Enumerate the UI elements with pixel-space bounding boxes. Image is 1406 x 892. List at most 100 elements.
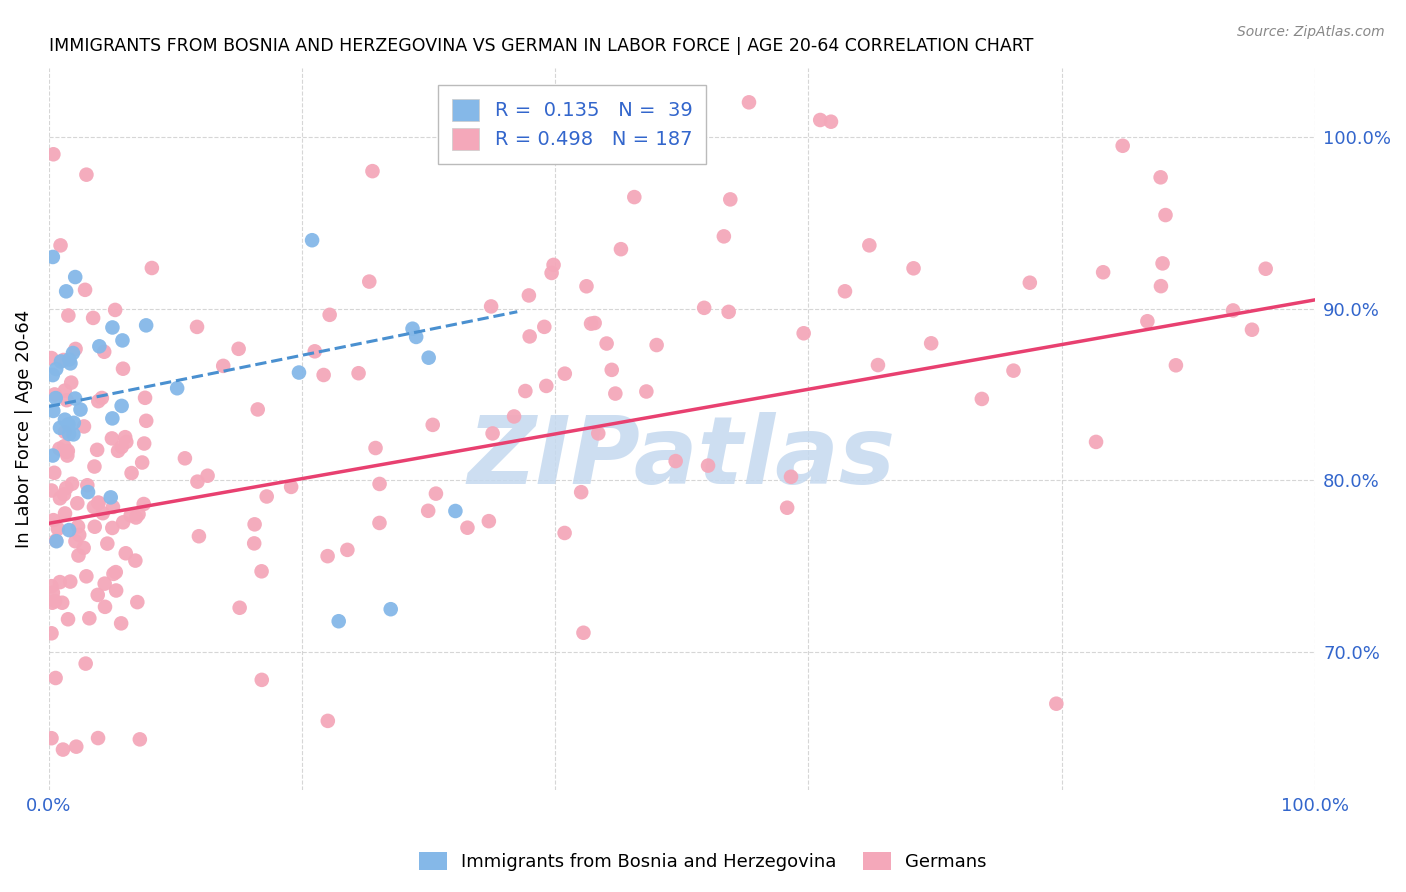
Point [575, 279, 598, 293]
Point [481, 426, 503, 441]
Point [62, 346, 84, 360]
Point [228, 342, 250, 356]
Point [59, 356, 82, 370]
Y-axis label: In Labor Force | Age 20-64: In Labor Force | Age 20-64 [15, 310, 32, 548]
Point [533, 319, 555, 334]
Point [69, 402, 91, 417]
Point [1152, 256, 1174, 270]
Point [41, 596, 63, 610]
Point [135, 318, 157, 333]
Point [503, 409, 526, 424]
Point [100, 491, 122, 505]
Point [1154, 208, 1177, 222]
Point [63, 392, 86, 406]
Legend: R =  0.135   N =  39, R = 0.498   N = 187: R = 0.135 N = 39, R = 0.498 N = 187 [439, 85, 706, 164]
Point [405, 330, 427, 344]
Point [128, 732, 150, 747]
Point [76, 478, 98, 492]
Point [101, 500, 124, 514]
Point [42, 404, 65, 418]
Point [186, 475, 208, 489]
Point [62, 427, 84, 442]
Point [536, 379, 558, 393]
Point [65, 739, 87, 754]
Point [166, 381, 188, 395]
Point [112, 516, 135, 530]
Point [572, 625, 595, 640]
Point [517, 288, 540, 302]
Point [94, 599, 117, 614]
Point [87, 731, 110, 745]
Point [135, 414, 157, 428]
Point [834, 285, 856, 299]
Point [73, 541, 96, 555]
Point [41, 626, 63, 640]
Point [79, 611, 101, 625]
Point [42, 368, 65, 383]
Point [67, 528, 90, 542]
Point [1045, 697, 1067, 711]
Point [328, 614, 350, 628]
Point [866, 358, 889, 372]
Point [60, 376, 83, 390]
Point [623, 190, 645, 204]
Point [125, 510, 148, 524]
Point [1136, 314, 1159, 328]
Point [96, 536, 118, 550]
Point [114, 546, 136, 560]
Point [59, 574, 82, 589]
Point [65, 534, 87, 549]
Point [55, 481, 77, 495]
Point [1222, 303, 1244, 318]
Point [45, 534, 67, 549]
Point [41, 731, 63, 746]
Point [336, 542, 359, 557]
Point [115, 434, 138, 449]
Point [347, 366, 370, 380]
Point [519, 329, 541, 343]
Point [645, 338, 668, 352]
Point [588, 426, 610, 441]
Point [44, 466, 66, 480]
Point [83, 500, 105, 514]
Point [1002, 364, 1025, 378]
Point [89, 339, 111, 353]
Point [543, 258, 565, 272]
Point [280, 480, 302, 494]
Point [1149, 170, 1171, 185]
Point [87, 394, 110, 409]
Point [131, 456, 153, 470]
Point [668, 150, 690, 164]
Point [610, 242, 633, 256]
Point [583, 316, 606, 330]
Point [105, 583, 128, 598]
Point [141, 260, 163, 275]
Point [53, 439, 76, 453]
Point [1164, 359, 1187, 373]
Point [42, 449, 65, 463]
Point [111, 440, 134, 454]
Point [51, 596, 73, 610]
Point [605, 386, 627, 401]
Point [1150, 279, 1173, 293]
Point [110, 616, 132, 631]
Point [87, 496, 110, 510]
Point [718, 193, 741, 207]
Point [776, 500, 799, 515]
Point [58, 309, 80, 323]
Point [174, 451, 197, 466]
Point [697, 458, 720, 473]
Point [53, 412, 76, 426]
Point [1085, 434, 1108, 449]
Point [53, 507, 76, 521]
Point [66, 496, 89, 510]
Point [73, 283, 96, 297]
Point [52, 742, 75, 756]
Point [101, 411, 124, 425]
Point [808, 113, 831, 128]
Point [124, 553, 146, 567]
Point [42, 513, 65, 527]
Point [316, 549, 339, 563]
Point [60, 476, 83, 491]
Point [44, 594, 66, 608]
